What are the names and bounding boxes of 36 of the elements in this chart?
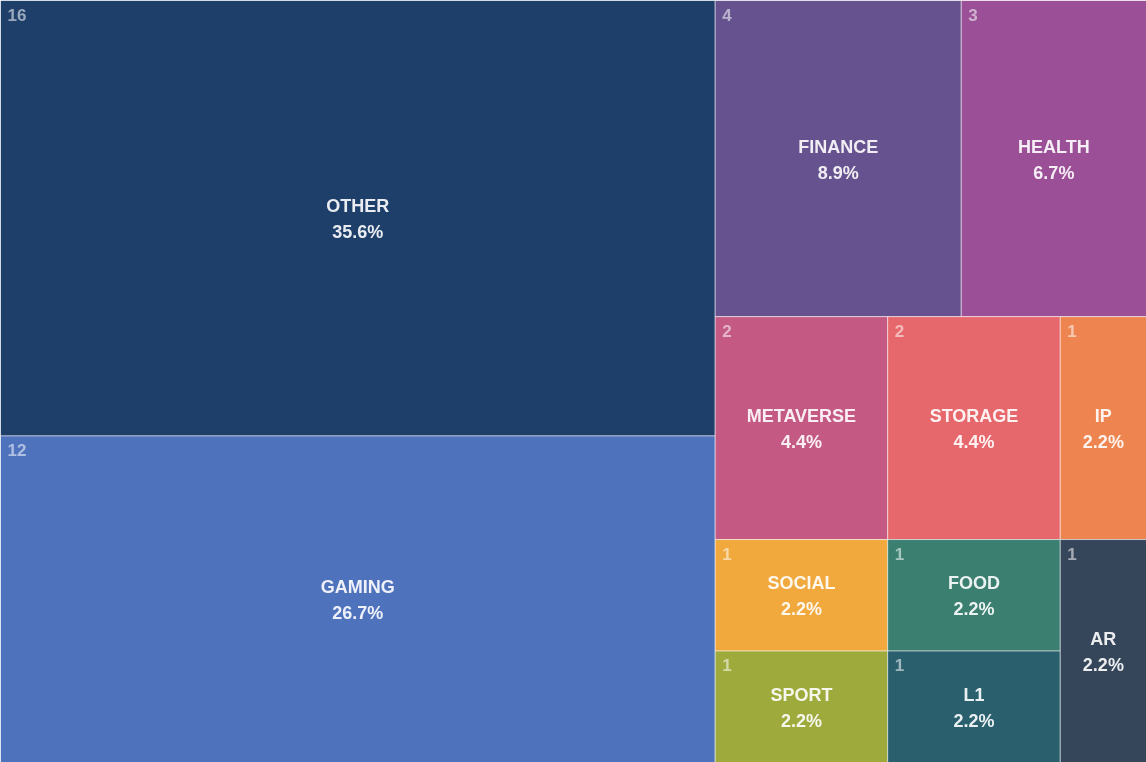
data-label: 4.4% <box>780 432 822 453</box>
data-label: 8.9% <box>817 162 859 183</box>
data-label: 2.2% <box>1082 432 1124 453</box>
text: 1 <box>722 656 732 676</box>
category-label: FOOD <box>947 573 1000 594</box>
category-label: GAMING <box>320 577 395 598</box>
data-label: 2.2% <box>780 710 822 731</box>
text: 1 <box>722 544 732 564</box>
data-label: 2.2% <box>780 599 822 620</box>
category-label: OTHER <box>326 196 390 217</box>
category-label: SOCIAL <box>767 573 836 594</box>
text: 2 <box>894 321 905 341</box>
data-label: 26.7% <box>332 603 384 624</box>
category-label: AR <box>1090 629 1117 650</box>
text: 1 <box>894 656 905 676</box>
text: 3 <box>968 5 978 25</box>
data-label: 4.4% <box>953 432 995 453</box>
text: 1 <box>1067 321 1077 341</box>
text: 1 <box>894 544 905 564</box>
text: 12 <box>7 440 27 460</box>
text: 16 <box>7 5 27 25</box>
data-label: 35.6% <box>332 222 384 243</box>
category-label: METAVERSE <box>746 406 857 427</box>
category-label: FINANCE <box>798 136 879 157</box>
category-label: L1 <box>963 684 985 705</box>
category-label: SPORT <box>770 684 833 705</box>
data-label: 2.2% <box>953 710 995 731</box>
category-label: IP <box>1094 406 1112 427</box>
data-label: 6.7% <box>1033 162 1075 183</box>
text: 1 <box>1067 544 1077 564</box>
data-label: 2.2% <box>1082 655 1124 676</box>
text: 4 <box>722 5 733 25</box>
text: 2 <box>722 321 732 341</box>
data-label: 2.2% <box>953 599 995 620</box>
category-label: HEALTH <box>1018 136 1090 157</box>
category-label: STORAGE <box>929 406 1019 427</box>
